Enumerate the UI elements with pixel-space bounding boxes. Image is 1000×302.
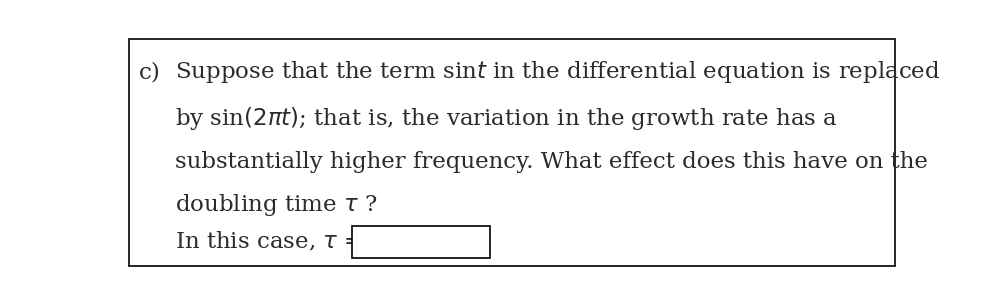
Text: Suppose that the term sin$t$ in the differential equation is replaced: Suppose that the term sin$t$ in the diff… bbox=[175, 59, 941, 85]
FancyBboxPatch shape bbox=[352, 226, 490, 258]
Text: by sin$(2\pi t)$; that is, the variation in the growth rate has a: by sin$(2\pi t)$; that is, the variation… bbox=[175, 105, 838, 132]
Text: doubling time $\tau$ ?: doubling time $\tau$ ? bbox=[175, 192, 378, 218]
Text: In this case, $\tau$ =: In this case, $\tau$ = bbox=[175, 230, 363, 254]
Text: substantially higher frequency. What effect does this have on the: substantially higher frequency. What eff… bbox=[175, 151, 928, 173]
Text: c): c) bbox=[139, 61, 161, 83]
